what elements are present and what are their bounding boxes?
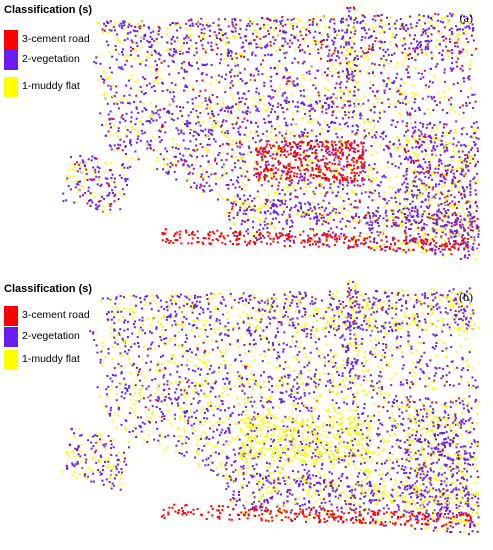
panel-label: (b) [459,290,473,304]
legend-label: 1-muddy flat [22,80,80,92]
legend-swatch [4,30,18,50]
legend-swatch [4,327,18,347]
panel-label: (a) [459,11,473,25]
legend-label: 1-muddy flat [22,353,80,365]
legend-label: 2-vegetation [22,53,80,65]
legend-label: 2-vegetation [22,330,80,342]
legend-title: Classification (s) [4,4,93,16]
point-cloud-a [62,5,480,261]
panel-b: Classification (s) 3-cement road 2-veget… [0,275,493,550]
point-cloud-points [62,5,480,261]
legend-title: Classification (s) [4,283,93,295]
legend-swatch [4,50,18,70]
point-cloud-b [60,280,480,535]
panel-a: Classification (s) 3-cement road 2-veget… [4,4,480,261]
legend-label: 3-cement road [22,33,90,45]
legend-swatch [4,77,18,97]
legend-swatch [4,306,18,326]
legend-label: 3-cement road [22,309,90,321]
legend-swatch [4,350,18,370]
point-cloud-points [60,280,480,535]
